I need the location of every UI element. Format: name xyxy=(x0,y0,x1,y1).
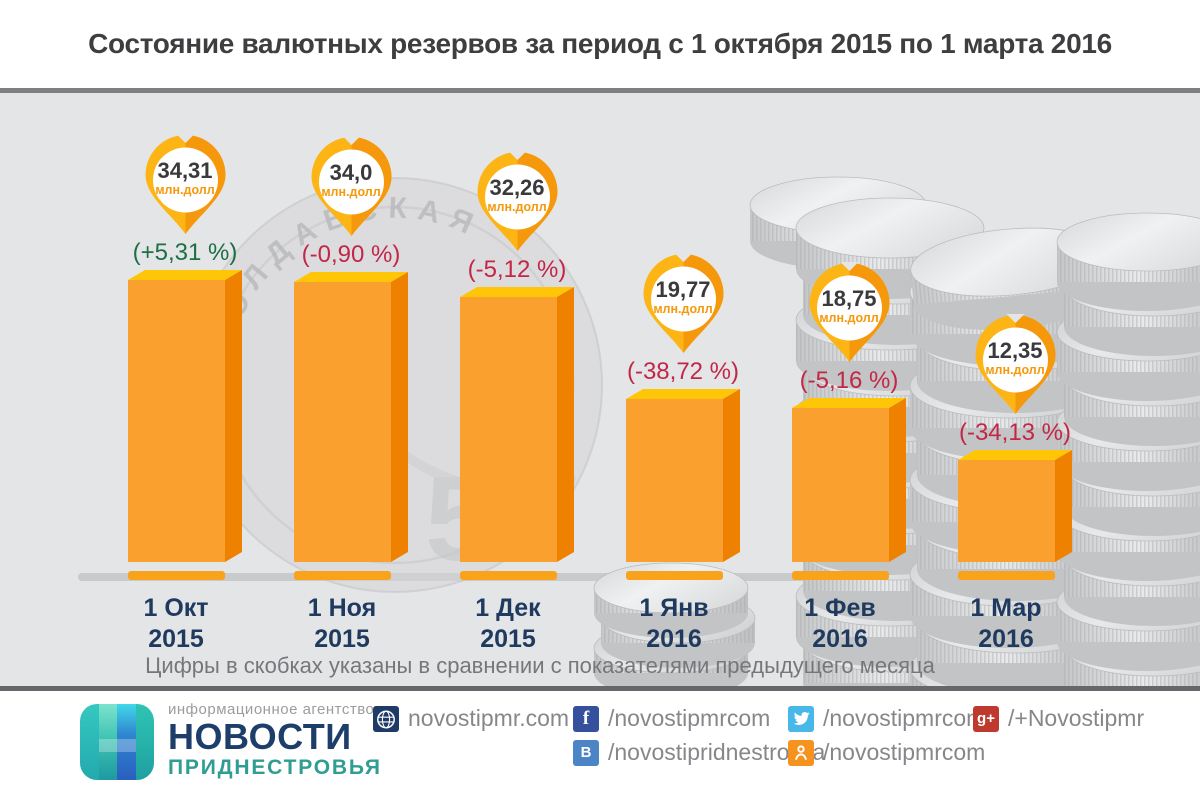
pin-unit: млн.долл xyxy=(819,311,879,325)
twitter-icon xyxy=(788,705,814,732)
footnote: Цифры в скобках указаны в сравнении с по… xyxy=(145,653,935,678)
pin-value: 34,31 xyxy=(157,158,213,183)
x-tick-label: 1 Фев 2016 xyxy=(770,593,910,655)
month-year: 2016 xyxy=(812,625,868,653)
bar-1-Фев xyxy=(792,398,906,562)
pin-unit: млн.долл xyxy=(487,200,547,214)
bar-base-strip xyxy=(792,571,889,580)
facebook-link[interactable]: f /novostipmrcom xyxy=(573,705,770,732)
month-year: 2016 xyxy=(978,625,1034,653)
website-label: novostipmr.com xyxy=(408,705,570,731)
bar-1-Мар xyxy=(958,450,1072,562)
top-divider xyxy=(0,88,1200,93)
value-pin-1-Дек: 32,26 млн.долл xyxy=(476,151,559,251)
agency-region: ПРИДНЕСТРОВЬЯ xyxy=(168,756,382,779)
change-label: (-34,13 %) xyxy=(958,419,1072,446)
bar-1-Окт xyxy=(128,270,242,562)
month-year: 2015 xyxy=(148,625,204,653)
change-label: (-5,16 %) xyxy=(799,367,899,394)
change-label: (+5,31 %) xyxy=(132,239,238,266)
odnoklassniki-link[interactable]: /novostipmrcom xyxy=(788,739,985,766)
month-year: 2015 xyxy=(314,625,370,653)
month-name: 1 Окт xyxy=(143,594,209,622)
pin-unit: млн.долл xyxy=(653,302,713,316)
pin-unit: млн.долл xyxy=(985,363,1045,377)
month-year: 2016 xyxy=(646,625,702,653)
bar-1-Дек xyxy=(460,287,574,562)
month-name: 1 Мар xyxy=(970,594,1042,622)
x-tick-label: 1 Окт 2015 xyxy=(106,593,246,655)
novosti-pridnestrovya-logo-icon xyxy=(80,704,154,780)
bar-base-strip xyxy=(460,571,557,580)
change-label: (-5,12 %) xyxy=(467,256,567,283)
website-link[interactable]: novostipmr.com xyxy=(373,705,569,732)
month-year: 2015 xyxy=(480,625,536,653)
globe-icon xyxy=(373,705,399,732)
chart-area: МОЛДАВСКАЯ 5 Цифры в скобках указаны в с… xyxy=(0,93,1200,686)
x-tick-label: 1 Янв 2016 xyxy=(604,593,744,655)
pin-value: 34,0 xyxy=(329,160,373,185)
pin-unit: млн.долл xyxy=(155,183,215,197)
vk-icon: В xyxy=(573,739,599,766)
pin-value: 19,77 xyxy=(655,277,711,302)
bar-base-strip xyxy=(626,571,723,580)
pin-value: 32,26 xyxy=(489,175,545,200)
month-name: 1 Фев xyxy=(804,594,876,622)
title-band: Состояние валютных резервов за период с … xyxy=(0,0,1200,88)
facebook-icon: f xyxy=(573,705,599,732)
pin-unit: млн.долл xyxy=(321,185,381,199)
agency-name: НОВОСТИ xyxy=(168,716,352,757)
agency-tagline: информационное агентство xyxy=(168,701,375,718)
value-pin-1-Фев: 18,75 млн.долл xyxy=(808,262,891,362)
bar-1-Янв xyxy=(626,389,740,562)
pin-value: 12,35 xyxy=(987,338,1043,363)
x-axis-line xyxy=(78,573,1122,581)
x-tick-label: 1 Ноя 2015 xyxy=(272,593,412,655)
footer: информационное агентство НОВОСТИ ПРИДНЕС… xyxy=(0,691,1200,800)
value-pin-1-Ноя: 34,0 млн.долл xyxy=(310,136,393,236)
month-name: 1 Янв xyxy=(639,594,709,622)
bar-1-Ноя xyxy=(294,272,408,562)
x-tick-label: 1 Мар 2016 xyxy=(936,593,1076,655)
value-pin-1-Окт: 34,31 млн.долл xyxy=(144,134,227,234)
page-title: Состояние валютных резервов за период с … xyxy=(88,28,1112,59)
twitter-label: /novostipmrcom xyxy=(823,705,986,731)
twitter-link[interactable]: /novostipmrcom xyxy=(788,705,985,732)
change-label: (-38,72 %) xyxy=(626,358,740,385)
month-name: 1 Ноя xyxy=(307,594,377,622)
x-tick-label: 1 Дек 2015 xyxy=(438,593,578,655)
odnoklassniki-label: /novostipmrcom xyxy=(823,739,986,765)
bar-base-strip xyxy=(294,571,391,580)
googleplus-label: /+Novostipmr xyxy=(1008,705,1145,731)
bottom-divider xyxy=(0,686,1200,691)
value-pin-1-Янв: 19,77 млн.долл xyxy=(642,253,725,353)
odnoklassniki-icon xyxy=(788,739,814,766)
facebook-label: /novostipmrcom xyxy=(608,705,771,731)
googleplus-link[interactable]: g+ /+Novostipmr xyxy=(973,705,1144,732)
logo-text: информационное агентство НОВОСТИ ПРИДНЕС… xyxy=(168,701,382,780)
month-name: 1 Дек xyxy=(475,594,541,622)
bar-base-strip xyxy=(128,571,225,580)
value-pin-1-Мар: 12,35 млн.долл xyxy=(974,314,1057,414)
pin-value: 18,75 xyxy=(821,286,877,311)
googleplus-icon: g+ xyxy=(973,705,999,732)
change-label: (-0,90 %) xyxy=(301,241,401,268)
bar-base-strip xyxy=(958,571,1055,580)
